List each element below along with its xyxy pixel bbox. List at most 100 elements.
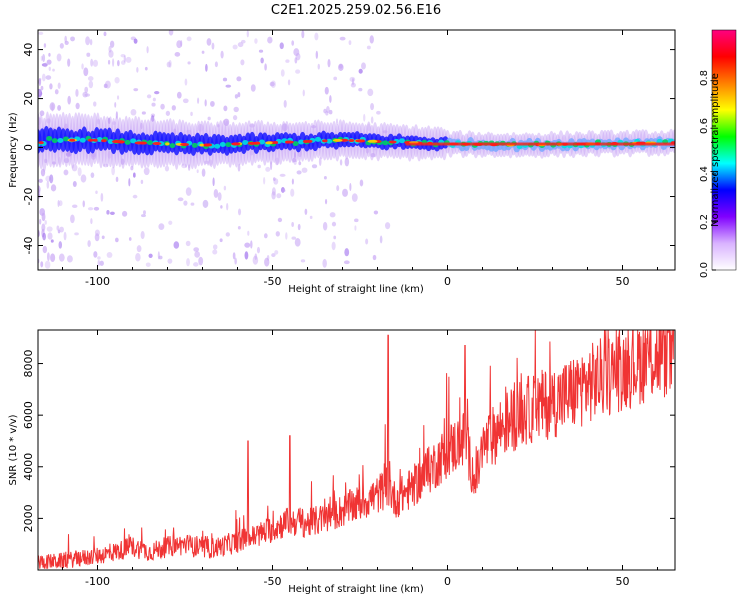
heatmap-noise-cell (204, 99, 207, 107)
heatmap-noise-cell (144, 66, 148, 71)
heatmap-noise-cell (116, 95, 120, 100)
heatmap-noise-cell (263, 177, 266, 185)
heatmap-core-cell (205, 143, 213, 147)
heatmap-noise-cell (309, 215, 313, 220)
heatmap-noise-cell (168, 60, 172, 68)
heatmap-noise-cell (57, 104, 62, 111)
heatmap-noise-cell (223, 105, 228, 112)
heatmap-noise-cell (291, 236, 297, 240)
heatmap-noise-cell (40, 85, 44, 91)
heatmap-noise-cell (39, 218, 42, 225)
heatmap-noise-cell (328, 109, 333, 115)
heatmap-noise-cell (136, 66, 139, 73)
heatmap-noise-cell (38, 77, 42, 82)
heatmap-noise-cell (46, 252, 50, 262)
heatmap-noise-cell (63, 169, 69, 176)
heatmap-noise-cell (237, 208, 242, 216)
heatmap-noise-cell (291, 178, 294, 185)
spectrogram-y-ticks: -40 -20 0 20 40 (22, 43, 675, 254)
heatmap-core-cell (389, 140, 397, 144)
heatmap-noise-cell (201, 168, 206, 177)
heatmap-noise-cell (210, 100, 215, 107)
snr-x-label: Height of straight line (km) (288, 584, 424, 595)
heatmap-core-cell (355, 139, 365, 143)
heatmap-noise-cell (384, 222, 391, 230)
heatmap-noise-cell (301, 30, 305, 39)
heatmap-noise-cell (111, 166, 115, 176)
heatmap-noise-cell (70, 214, 75, 224)
heatmap-noise-cell (143, 210, 146, 215)
heatmap-noise-cell (254, 253, 258, 261)
heatmap-mid-cell (399, 138, 405, 144)
heatmap-noise-cell (77, 167, 82, 177)
heatmap-noise-cell (220, 50, 224, 59)
heatmap-noise-cell (82, 200, 85, 208)
heatmap-noise-cell (168, 30, 174, 36)
heatmap-noise-cell (151, 102, 156, 107)
spectrogram-x-ticks: -100 -50 0 50 (62, 30, 658, 288)
heatmap-mid-cell (130, 138, 137, 144)
heatmap-noise-cell (38, 90, 41, 96)
heatmap-noise-cell (97, 256, 101, 260)
heatmap-noise-cell (128, 237, 132, 241)
heatmap-noise-cell (294, 57, 298, 64)
heatmap-noise-cell (141, 214, 146, 218)
heatmap-core-cell (348, 139, 355, 143)
heatmap-noise-cell (213, 188, 219, 198)
heatmap-noise-cell (140, 231, 145, 240)
heatmap-noise-cell (115, 237, 119, 243)
heatmap-noise-cell (279, 173, 286, 177)
heatmap-noise-cell (365, 238, 369, 245)
heatmap-noise-cell (88, 80, 94, 89)
heatmap-noise-cell (285, 59, 290, 63)
heatmap-noise-cell (174, 52, 181, 57)
heatmap-noise-cell (197, 97, 200, 104)
heatmap-noise-cell (67, 95, 71, 105)
heatmap-noise-cell (358, 87, 363, 92)
heatmap-core-cell (69, 138, 76, 142)
heatmap-noise-cell (168, 220, 173, 225)
snr-y-label: SNR (10 * v/v) (8, 414, 19, 485)
heatmap-noise-cell (240, 59, 245, 66)
heatmap-noise-cell (317, 63, 320, 70)
heatmap-noise-cell (108, 49, 114, 58)
heatmap-noise-cell (104, 80, 111, 89)
heatmap-noise-cell (74, 232, 79, 236)
heatmap-noise-cell (165, 110, 171, 116)
heatmap-noise-cell (190, 111, 193, 117)
heatmap-noise-cell (103, 83, 108, 89)
heatmap-noise-cell (66, 255, 73, 263)
heatmap-noise-cell (366, 45, 371, 50)
heatmap-noise-cell (184, 78, 188, 86)
heatmap-noise-cell (280, 186, 285, 193)
heatmap-noise-cell (64, 35, 67, 43)
heatmap-noise-cell (194, 251, 201, 258)
heatmap-noise-cell (59, 226, 64, 233)
heatmap-noise-cell (270, 80, 276, 88)
heatmap-noise-cell (294, 237, 301, 247)
heatmap-core-cell (165, 142, 170, 146)
heatmap-noise-cell (324, 86, 329, 95)
spectrogram-x-label: Height of straight line (km) (288, 284, 424, 295)
heatmap-noise-cell (146, 46, 149, 54)
heatmap-noise-cell (180, 40, 183, 47)
heatmap-noise-cell (152, 97, 156, 102)
heatmap-noise-cell (42, 232, 46, 241)
heatmap-noise-cell (182, 98, 189, 104)
heatmap-core-cell (38, 141, 44, 145)
heatmap-noise-cell (56, 225, 60, 231)
colorbar-tick-label: 0.8 (699, 70, 710, 86)
heatmap-mid-cell (382, 140, 389, 146)
heatmap-noise-cell (94, 229, 100, 237)
heatmap-noise-cell (75, 102, 80, 110)
heatmap-noise-cell (166, 61, 171, 68)
heatmap-noise-cell (44, 260, 51, 269)
heatmap-noise-cell (339, 159, 343, 166)
snr-y-tick-label: 8000 (22, 350, 35, 378)
heatmap-noise-cell (343, 260, 350, 265)
heatmap-noise-cell (57, 82, 61, 89)
heatmap-noise-cell (38, 31, 44, 35)
snr-x-tick-label: -100 (85, 575, 110, 588)
heatmap-noise-cell (185, 187, 192, 196)
